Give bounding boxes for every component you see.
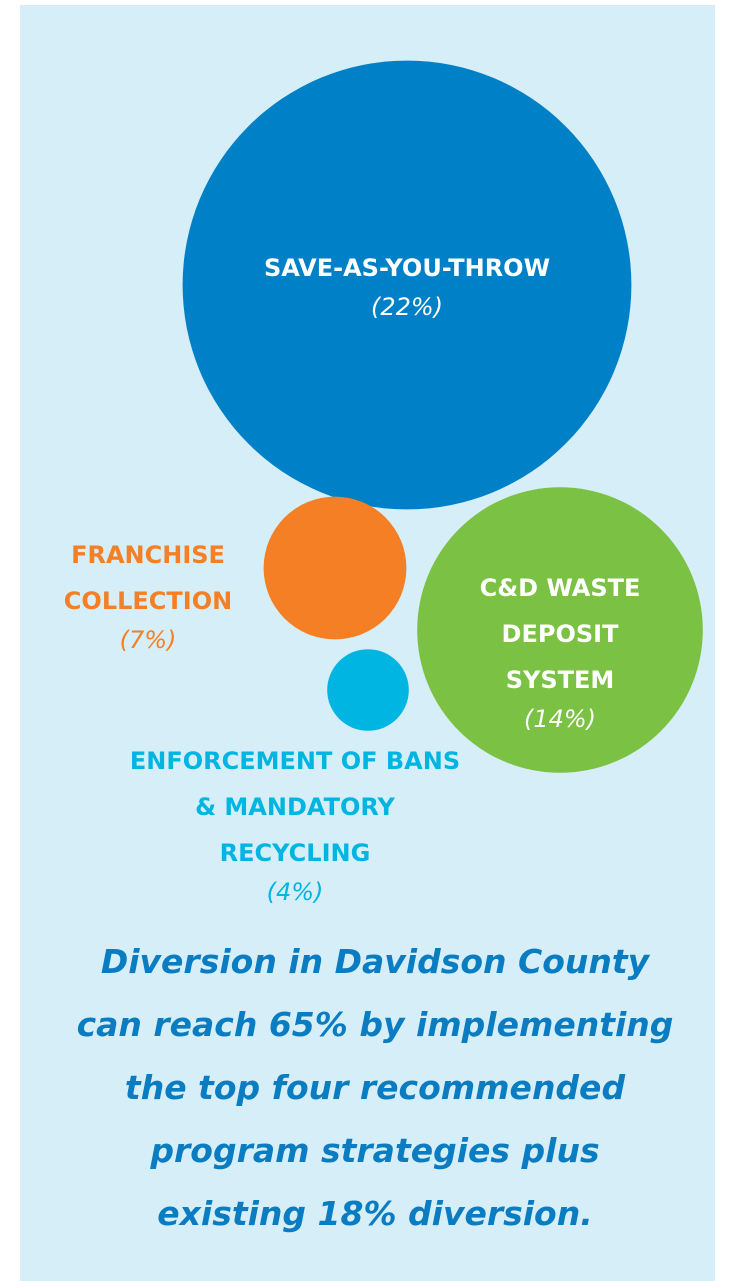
note: Diversion in Davidson County can reach 6… — [76, 942, 674, 1233]
value-label: (4%) — [266, 878, 324, 906]
bubble-label: C&D WASTE DEPOSIT SYSTEM — [479, 574, 641, 694]
bubble — [263, 496, 407, 640]
value-label: (7%) — [119, 626, 177, 654]
bubble-label: FRANCHISE COLLECTION — [63, 541, 233, 615]
bubble — [417, 487, 703, 773]
bubble — [182, 60, 632, 510]
value-label: (14%) — [523, 705, 597, 733]
bubble-label: SAVE-AS-YOU-THROW — [263, 254, 551, 282]
bubble-label: ENFORCEMENT OF BANS & MANDATORY RECYCLIN… — [129, 747, 461, 867]
value-label: (22%) — [370, 293, 444, 321]
bubble — [327, 649, 409, 731]
